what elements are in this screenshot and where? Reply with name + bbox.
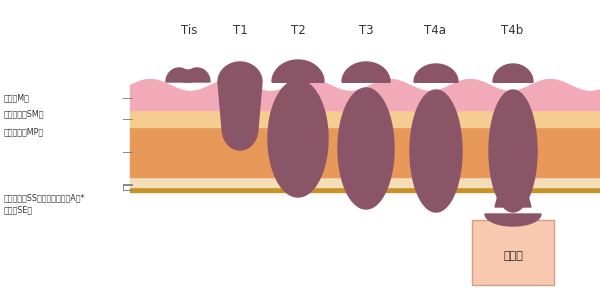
Text: 粘膜（M）: 粘膜（M） <box>4 94 30 102</box>
Text: T2: T2 <box>292 23 306 37</box>
Text: 他臓器: 他臓器 <box>503 251 523 261</box>
Polygon shape <box>485 214 541 226</box>
Text: 粘膜下層（SM）: 粘膜下層（SM） <box>4 109 44 119</box>
Text: T4b: T4b <box>500 23 523 37</box>
Polygon shape <box>268 80 328 197</box>
Polygon shape <box>342 62 390 82</box>
Text: T3: T3 <box>359 23 373 37</box>
Polygon shape <box>218 62 262 150</box>
Text: Tis: Tis <box>181 23 197 37</box>
Polygon shape <box>338 88 394 209</box>
Text: 漿膜（SE）: 漿膜（SE） <box>4 206 33 214</box>
Polygon shape <box>410 90 462 212</box>
Polygon shape <box>495 192 531 207</box>
Text: T4a: T4a <box>424 23 446 37</box>
Polygon shape <box>272 60 324 82</box>
Polygon shape <box>493 64 533 82</box>
Polygon shape <box>225 118 255 134</box>
Text: T1: T1 <box>233 23 247 37</box>
FancyBboxPatch shape <box>472 220 554 285</box>
Text: 漿膜下層（SS）または外膜（A）*: 漿膜下層（SS）または外膜（A）* <box>4 193 86 203</box>
Polygon shape <box>184 68 210 82</box>
Polygon shape <box>166 68 192 82</box>
Polygon shape <box>171 70 207 80</box>
Polygon shape <box>232 80 248 115</box>
Polygon shape <box>489 90 537 212</box>
Text: 固有筋層（MP）: 固有筋層（MP） <box>4 127 44 137</box>
Polygon shape <box>414 64 458 82</box>
